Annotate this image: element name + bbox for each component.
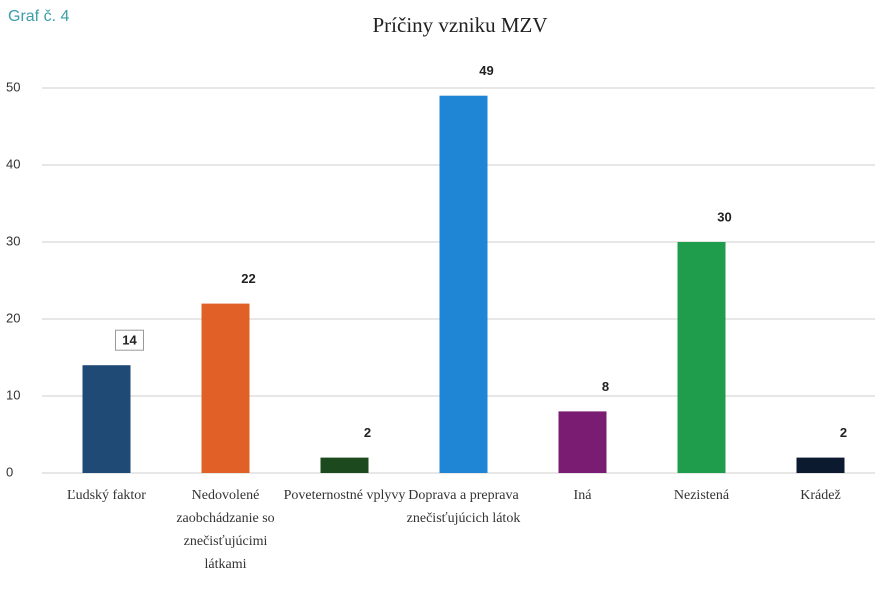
x-label-box: Ľudský faktor — [67, 488, 146, 503]
value-label: 30 — [717, 209, 731, 224]
x-tick-label: Krádež — [800, 488, 841, 503]
bar — [320, 457, 369, 473]
x-label-box: Nezistená — [673, 488, 730, 503]
value-label-box — [115, 329, 144, 351]
value-label: 49 — [479, 63, 493, 78]
value-label: 2 — [364, 425, 371, 440]
chart-title: Príčiny vzniku MZV — [373, 13, 548, 37]
x-label-box: Doprava a preprava znečisťujúcich látok — [406, 488, 521, 526]
y-tick-label: 0 — [6, 464, 13, 479]
value-label: 8 — [602, 379, 609, 394]
y-tick-label: 30 — [6, 233, 20, 248]
value-label: 2 — [840, 425, 847, 440]
y-tick-label: 40 — [6, 156, 20, 171]
bar — [201, 303, 250, 473]
value-label: 22 — [241, 271, 255, 286]
x-label-box: Krádež — [800, 488, 841, 503]
bar — [82, 365, 131, 473]
x-label-box: Nedovolené zaobchádzanie so znečisťujúci… — [176, 488, 275, 572]
y-tick-label: 20 — [6, 310, 20, 325]
x-tick-label: Ľudský faktor — [67, 488, 146, 503]
bar — [439, 95, 488, 473]
y-tick-label: 50 — [6, 79, 20, 94]
x-tick-label: Doprava a preprava znečisťujúcich látok — [406, 488, 521, 526]
bar — [558, 411, 607, 473]
caption: Graf č. 4 — [8, 8, 69, 25]
bar — [677, 242, 726, 473]
bar — [796, 457, 845, 473]
x-tick-label: Nedovolené zaobchádzanie so znečisťujúci… — [176, 488, 275, 572]
y-tick-label: 10 — [6, 387, 20, 402]
x-tick-label: Iná — [573, 488, 592, 503]
x-tick-label: Nezistená — [673, 488, 730, 503]
x-label-box: Iná — [573, 488, 592, 503]
x-label-box: Poveternostné vplyvy — [283, 488, 406, 503]
x-tick-label: Poveternostné vplyvy — [283, 488, 406, 503]
value-label: 14 — [122, 333, 137, 348]
